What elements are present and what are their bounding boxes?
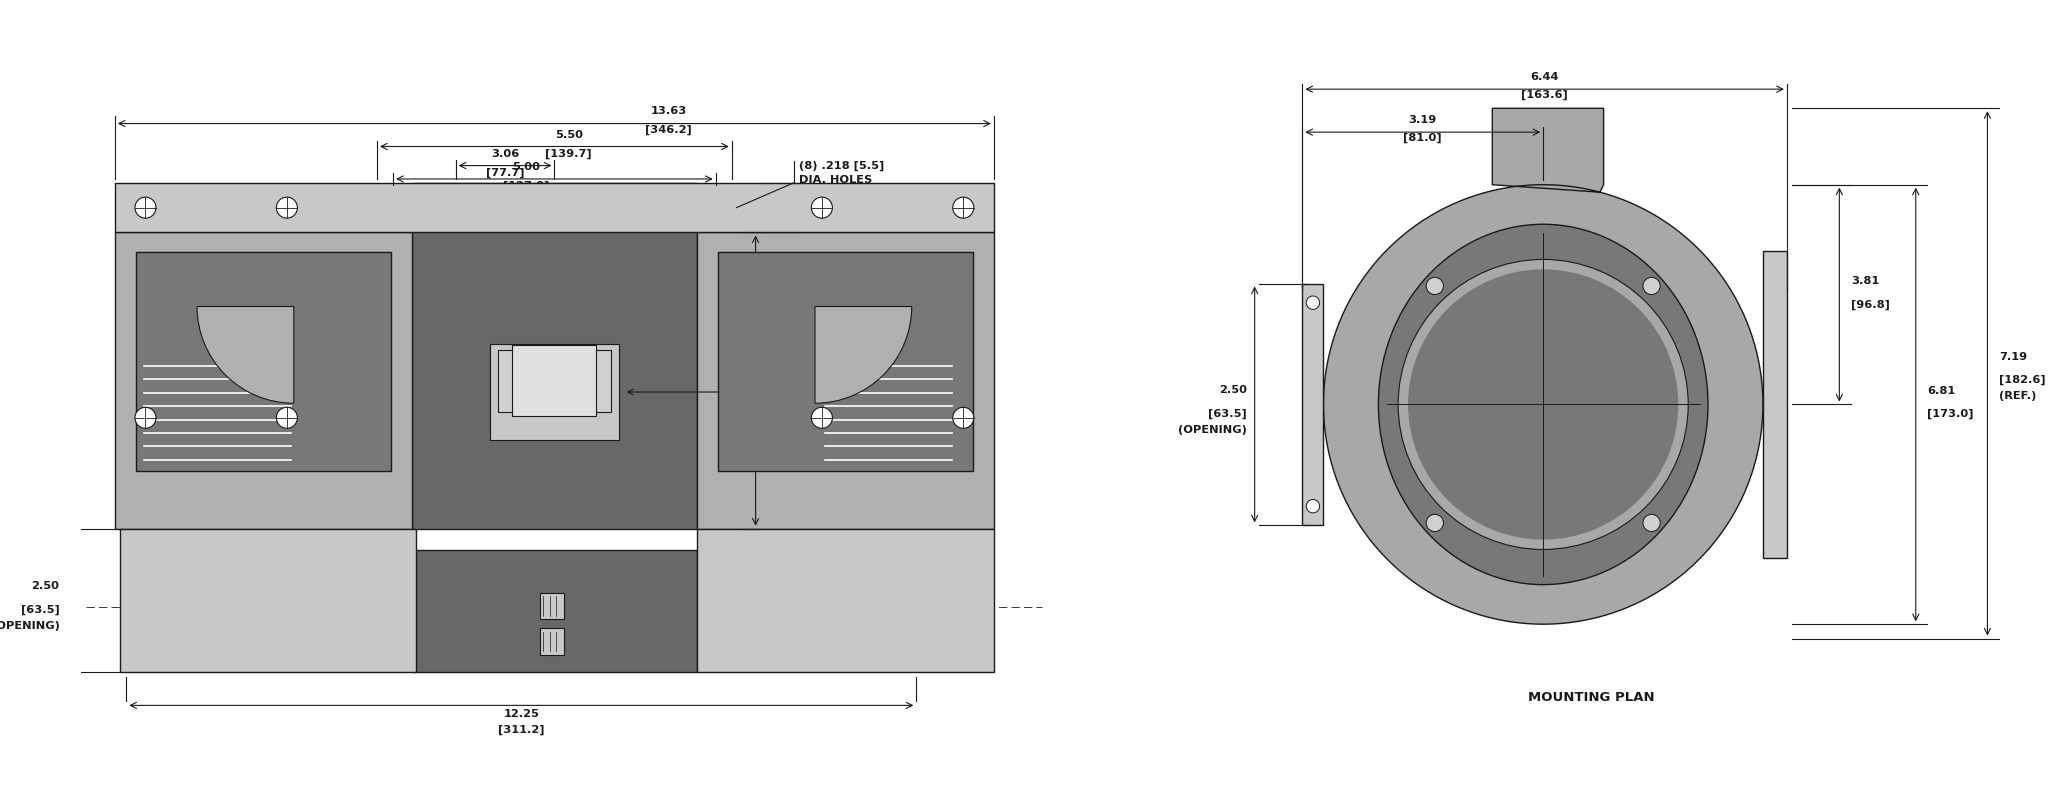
Wedge shape	[815, 306, 911, 403]
Circle shape	[276, 407, 297, 429]
Text: [77.7]: [77.7]	[485, 167, 524, 177]
Bar	[115, 183, 993, 232]
Text: [163.6]: [163.6]	[1522, 90, 1569, 100]
Bar	[135, 251, 391, 471]
Circle shape	[1409, 269, 1677, 539]
Circle shape	[1642, 277, 1661, 294]
Circle shape	[1425, 277, 1444, 294]
Text: 3.25: 3.25	[803, 188, 831, 198]
Text: 6.44: 6.44	[1530, 71, 1559, 82]
Bar	[1763, 250, 1786, 558]
Bar	[541, 593, 563, 619]
Text: MOUNTING PLAN: MOUNTING PLAN	[1528, 691, 1655, 704]
Bar	[412, 550, 696, 672]
Text: 3.81: 3.81	[1851, 276, 1880, 286]
Bar	[512, 345, 596, 416]
Circle shape	[1307, 296, 1319, 309]
Bar	[119, 528, 416, 672]
Text: 5.50: 5.50	[555, 130, 584, 140]
Text: [103.1]: [103.1]	[498, 214, 545, 225]
Bar	[115, 232, 412, 528]
Circle shape	[952, 407, 973, 429]
Text: 4.06: 4.06	[506, 196, 535, 206]
Text: [139.7]: [139.7]	[545, 148, 592, 159]
Bar	[696, 232, 993, 528]
Text: [63.5]: [63.5]	[20, 605, 59, 615]
Text: 6.81: 6.81	[1927, 386, 1956, 396]
Bar	[489, 345, 618, 440]
Text: 2.50: 2.50	[764, 363, 791, 373]
Text: [96.8]: [96.8]	[1851, 299, 1890, 309]
Circle shape	[1425, 514, 1444, 531]
Circle shape	[135, 407, 156, 429]
Circle shape	[1307, 499, 1319, 513]
Text: 7.19: 7.19	[1999, 352, 2028, 362]
Text: 2.50: 2.50	[1219, 385, 1247, 395]
Bar	[412, 183, 696, 528]
Circle shape	[811, 197, 831, 218]
Circle shape	[1399, 259, 1688, 550]
Text: (8) .218 [5.5]: (8) .218 [5.5]	[799, 161, 885, 171]
Bar	[498, 349, 610, 411]
Polygon shape	[1323, 108, 1763, 624]
Text: [173.0]: [173.0]	[1927, 409, 1974, 419]
Circle shape	[811, 407, 831, 429]
Text: [182.6]: [182.6]	[1999, 374, 2046, 385]
Text: [311.2]: [311.2]	[498, 725, 545, 735]
Bar	[1303, 283, 1323, 525]
Text: 2.50: 2.50	[31, 581, 59, 591]
Text: 13.63: 13.63	[651, 106, 686, 116]
Bar	[719, 251, 973, 471]
Text: [63.5]: [63.5]	[1208, 409, 1247, 419]
Text: [63.5]: [63.5]	[764, 385, 803, 396]
Text: 4.00: 4.00	[782, 372, 811, 382]
Text: (OPENING): (OPENING)	[0, 621, 59, 631]
Ellipse shape	[1378, 225, 1708, 585]
Text: 3.19: 3.19	[1409, 115, 1438, 125]
Text: [82.6]: [82.6]	[803, 213, 842, 223]
Text: 3.06: 3.06	[492, 149, 518, 159]
Circle shape	[1642, 514, 1661, 531]
Text: [101.6]: [101.6]	[782, 396, 829, 407]
Text: DIA. HOLES: DIA. HOLES	[799, 175, 872, 185]
Bar	[696, 528, 993, 672]
Text: 12.25: 12.25	[504, 709, 539, 719]
Text: [81.0]: [81.0]	[1403, 133, 1442, 144]
Text: (OPENING): (OPENING)	[1178, 425, 1247, 436]
Circle shape	[135, 197, 156, 218]
Circle shape	[952, 197, 973, 218]
Wedge shape	[197, 306, 293, 403]
Text: (REF.): (REF.)	[1999, 391, 2036, 400]
Text: [127.0]: [127.0]	[502, 181, 549, 192]
Text: 5.00: 5.00	[512, 162, 541, 172]
Bar	[541, 628, 563, 655]
Text: [346.2]: [346.2]	[645, 125, 692, 135]
Circle shape	[276, 197, 297, 218]
